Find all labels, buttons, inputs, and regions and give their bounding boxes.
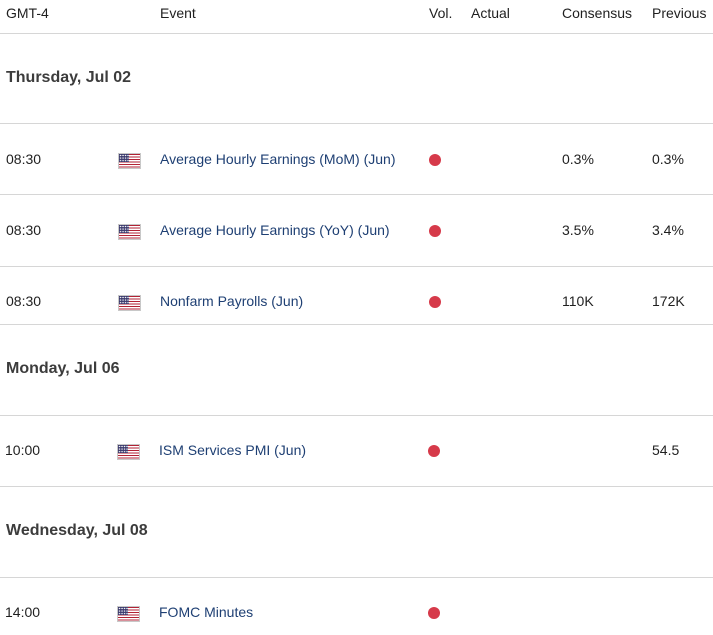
table-row[interactable]: 08:30 Average Hourly Earnings (MoM) (Jun… xyxy=(0,148,713,172)
table-header: GMT-4 Event Vol. Actual Consensus Previo… xyxy=(0,0,713,34)
actual-header: Actual xyxy=(471,5,510,21)
event-time: 08:30 xyxy=(6,222,42,238)
divider xyxy=(0,266,713,267)
previous-value: 54.5 xyxy=(652,442,680,458)
table-row[interactable]: 08:30 Nonfarm Payrolls (Jun) 110K 172K xyxy=(0,290,713,314)
event-time: 10:00 xyxy=(5,442,41,458)
consensus-value: 3.5% xyxy=(562,222,594,238)
event-name-link[interactable]: Average Hourly Earnings (MoM) (Jun) xyxy=(160,151,396,167)
day-heading: Wednesday, Jul 08 xyxy=(6,522,148,539)
divider xyxy=(0,486,713,487)
volatility-high-icon xyxy=(429,225,441,237)
event-time: 08:30 xyxy=(6,151,42,167)
table-row[interactable]: 08:30 Average Hourly Earnings (YoY) (Jun… xyxy=(0,219,713,243)
event-header: Event xyxy=(160,5,196,21)
volatility-high-icon xyxy=(428,445,440,457)
previous-value: 0.3% xyxy=(652,151,684,167)
day-heading: Monday, Jul 06 xyxy=(6,360,120,377)
event-time: 08:30 xyxy=(6,293,42,309)
day-heading: Thursday, Jul 02 xyxy=(6,69,132,86)
table-row[interactable]: 10:00 ISM Services PMI (Jun) 54.5 xyxy=(0,439,713,463)
event-time: 14:00 xyxy=(5,604,41,620)
us-flag-icon xyxy=(118,295,141,311)
vol-header: Vol. xyxy=(429,5,453,21)
divider xyxy=(0,577,713,578)
us-flag-icon xyxy=(117,606,140,622)
divider xyxy=(0,324,713,325)
consensus-header: Consensus xyxy=(562,5,633,21)
volatility-high-icon xyxy=(429,296,441,308)
us-flag-icon xyxy=(118,224,141,240)
us-flag-icon xyxy=(117,444,140,460)
table-row[interactable]: 14:00 FOMC Minutes xyxy=(0,601,713,625)
previous-value: 172K xyxy=(652,293,685,309)
consensus-value: 110K xyxy=(562,293,594,309)
us-flag-icon xyxy=(118,153,141,169)
volatility-high-icon xyxy=(429,154,441,166)
divider xyxy=(0,415,713,416)
volatility-high-icon xyxy=(428,607,440,619)
divider xyxy=(0,194,713,195)
divider xyxy=(0,123,713,124)
previous-value: 3.4% xyxy=(652,222,684,238)
previous-header: Previous xyxy=(652,5,707,21)
consensus-value: 0.3% xyxy=(562,151,594,167)
event-name-link[interactable]: ISM Services PMI (Jun) xyxy=(159,442,307,458)
event-name-link[interactable]: Average Hourly Earnings (YoY) (Jun) xyxy=(160,222,390,238)
event-name-link[interactable]: Nonfarm Payrolls (Jun) xyxy=(160,293,304,309)
event-name-link[interactable]: FOMC Minutes xyxy=(159,604,254,620)
timezone-header[interactable]: GMT-4 xyxy=(6,5,49,21)
